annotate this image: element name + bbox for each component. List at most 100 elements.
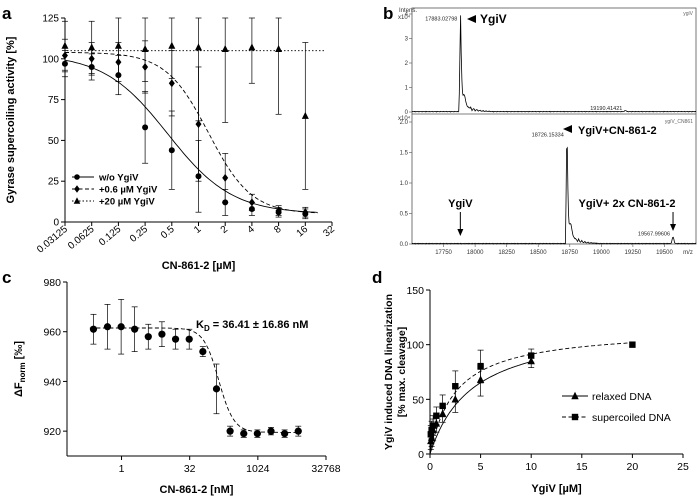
data-point [212, 385, 221, 393]
spectrum-frame [411, 7, 697, 245]
sample-label: ygiV_CN861 [665, 119, 693, 125]
x-tick-label: 0 [427, 461, 433, 473]
x-tick-label: 0.25 [128, 224, 150, 245]
data-point [267, 427, 275, 435]
x-tick-label: 16 [295, 224, 311, 240]
fit-curve [64, 59, 318, 213]
peak-annotation: YgiV+CN-861-2 [578, 125, 657, 137]
data-point [294, 427, 302, 435]
y-tick-label: 25 [48, 177, 60, 188]
x-tick-label: 15 [576, 461, 588, 473]
y-tick-label: 980 [43, 277, 61, 289]
data-point [185, 335, 193, 343]
x-axis-label: CN-861-2 [nM] [160, 484, 234, 496]
data-point [61, 41, 69, 49]
y-tick-label: 2.0 [400, 120, 409, 126]
data-point [428, 426, 435, 434]
x-tick-label: 1 [119, 463, 125, 475]
data-point [248, 198, 255, 207]
peak-annotation: YgiV [480, 12, 507, 26]
data-point [248, 43, 256, 51]
data-point [199, 348, 207, 356]
x-tick-label: 32 [184, 463, 196, 475]
y-tick-label: 0 [405, 110, 409, 116]
x-tick-label: 18000 [467, 250, 484, 256]
data-point [477, 363, 484, 370]
data-point [275, 45, 283, 53]
y-tick-label: 150 [406, 285, 424, 297]
data-point [275, 206, 282, 215]
x-tick-label: 5 [478, 461, 484, 473]
data-point [302, 208, 309, 217]
panel-label-b: b [383, 4, 393, 23]
legend-label: +20 µM YgiV [99, 197, 155, 208]
fit-curve [89, 327, 301, 433]
y-axis-label: [% max. cleavage] [396, 327, 408, 417]
peak-label: 18726.15334 [532, 132, 564, 138]
data-point [528, 352, 535, 359]
y-tick-label: 1 [405, 86, 409, 92]
peak-label: 19567.99606 [638, 232, 670, 238]
y-tick-label: 100 [42, 54, 59, 65]
panel-label-a: a [2, 4, 12, 23]
arrow-icon [467, 15, 476, 23]
data-point [158, 330, 166, 338]
data-point [142, 124, 149, 131]
x-tick-label: 25 [677, 461, 689, 473]
y-axis-label: YgiV induced DNA linearization [383, 294, 395, 450]
panel-label-d: d [372, 268, 382, 287]
data-point [171, 335, 180, 343]
data-point [89, 325, 98, 333]
y-axis-label: Gyrase supercoiling activity [%] [5, 36, 17, 203]
data-point [281, 430, 289, 438]
data-point [222, 173, 229, 182]
x-tick-label: 20 [627, 461, 639, 473]
x-tick-label: 19250 [625, 250, 642, 256]
data-point [117, 323, 125, 331]
legend-marker [571, 391, 579, 400]
x-tick-label: 19000 [593, 250, 610, 256]
data-point [103, 323, 112, 331]
data-point [195, 43, 202, 51]
y-tick-label: 920 [43, 426, 61, 438]
legend-marker [74, 185, 80, 193]
arrow-icon [563, 125, 572, 133]
x-axis-label: CN-861-2 [µM] [162, 260, 236, 272]
y-axis-label: ΔFnorm [‰] [13, 341, 27, 397]
data-point [433, 412, 440, 419]
y-exponent: x10⁴ [398, 14, 411, 21]
data-point [452, 383, 459, 390]
legend-marker [73, 197, 81, 204]
data-point [226, 427, 234, 435]
data-point [429, 422, 437, 429]
fit-curve [65, 52, 318, 214]
y-tick-label: 75 [48, 95, 60, 106]
data-point [114, 41, 122, 49]
y-tick-label: 0.0 [400, 242, 409, 248]
legend-marker [571, 413, 579, 421]
y-tick-label: 0 [418, 449, 424, 461]
x-tick-label: 0.5 [159, 224, 177, 242]
data-point [629, 341, 636, 348]
x-tick-label: 0.0625 [66, 224, 97, 252]
data-point [131, 325, 139, 333]
y-tick-label: 3 [405, 37, 409, 43]
data-point [221, 45, 229, 53]
y-tick-label: 1.0 [400, 181, 409, 187]
x-tick-label: 1 [192, 224, 204, 236]
x-tick-label: 32 [321, 224, 337, 240]
fit-curve [429, 342, 633, 455]
x-tick-label: 1024 [246, 463, 270, 475]
peak-label: 17883.02798 [425, 16, 457, 22]
legend-label: +0.6 µM YgiV [99, 185, 158, 196]
spectrum-trace [411, 15, 697, 113]
x-tick-label: 4 [245, 224, 257, 236]
chart-panel-d: 0 50 100 150 0 5 10 15 20 25 YgiV [µM] YgiV induced… [383, 285, 689, 495]
data-point [240, 430, 248, 438]
data-point [439, 402, 446, 410]
y-tick-label: 125 [42, 14, 59, 25]
x-tick-label: 0.125 [97, 224, 124, 249]
x-tick-label: 8 [272, 224, 284, 236]
